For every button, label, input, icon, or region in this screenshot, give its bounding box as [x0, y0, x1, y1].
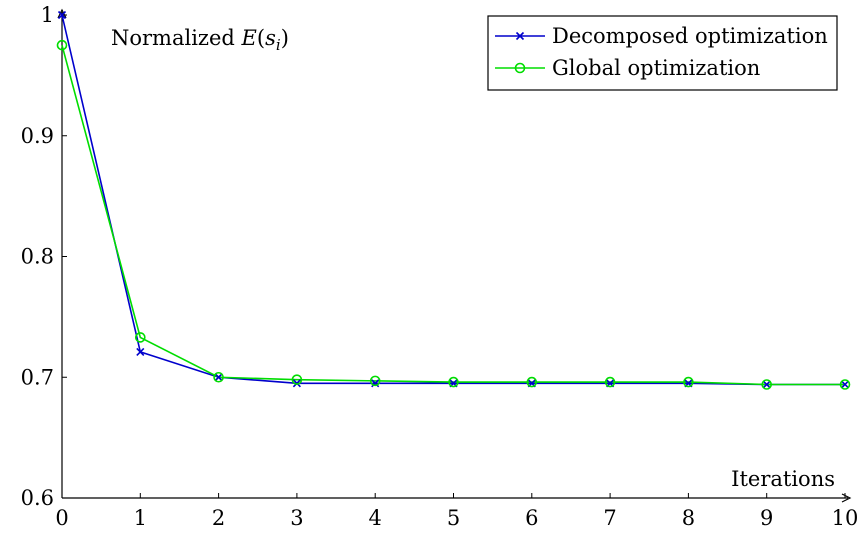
x-tick-label: 2 — [212, 506, 225, 530]
x-tick-label: 8 — [682, 506, 695, 530]
marker-stroke — [292, 379, 301, 388]
data-point — [135, 332, 146, 343]
data-point — [526, 376, 538, 388]
series-line-1 — [61, 44, 845, 386]
marker-stroke — [840, 380, 850, 389]
data-point — [136, 347, 145, 356]
y-axis-label: Normalized E(si) — [111, 26, 289, 54]
x-axis-label: Iterations — [731, 467, 835, 491]
x-tick-label: 0 — [55, 506, 68, 530]
series-layer — [56, 10, 851, 390]
legend-label: Decomposed optimization — [552, 24, 828, 48]
data-point — [369, 375, 381, 387]
marker-stroke — [762, 380, 771, 389]
data-point — [292, 379, 301, 388]
data-point — [839, 379, 851, 390]
marker-stroke — [57, 10, 67, 20]
data-point — [683, 376, 694, 388]
y-tick-label: 0.9 — [21, 124, 54, 148]
data-point — [840, 380, 850, 389]
axes: 0 1 2 3 4 5 6 7 8 9 10 0.6 0.7 0.8 0.9 1 — [21, 3, 859, 530]
marker-stroke — [214, 373, 223, 382]
data-point — [761, 379, 773, 390]
data-point — [56, 39, 68, 51]
data-point — [762, 380, 771, 389]
data-point — [57, 10, 67, 20]
x-tick-label: 10 — [832, 506, 859, 530]
data-point — [448, 376, 459, 388]
data-point — [214, 373, 223, 382]
data-point — [604, 376, 616, 388]
x-tick-label: 4 — [369, 506, 382, 530]
y-tick-label: 0.7 — [21, 365, 54, 389]
data-point — [291, 374, 303, 385]
x-tick-label: 5 — [447, 506, 460, 530]
x-tick-label: 3 — [290, 506, 303, 530]
y-tick-label: 1 — [41, 3, 54, 27]
legend-box — [487, 15, 838, 91]
x-tick-label: 7 — [603, 506, 616, 530]
legend-marker — [514, 62, 526, 74]
legend: Decomposed optimization Global optimizati… — [487, 15, 838, 91]
data-point — [213, 371, 224, 383]
x-tick-label: 9 — [760, 506, 773, 530]
y-tick-label: 0.8 — [21, 245, 54, 269]
legend-marker — [515, 31, 525, 41]
marker-stroke — [515, 31, 525, 41]
x-tick-label: 6 — [525, 506, 538, 530]
y-tick-label: 0.6 — [21, 486, 54, 510]
x-tick-label: 1 — [134, 506, 147, 530]
legend-label: Global optimization — [552, 56, 760, 80]
marker-stroke — [136, 347, 145, 356]
